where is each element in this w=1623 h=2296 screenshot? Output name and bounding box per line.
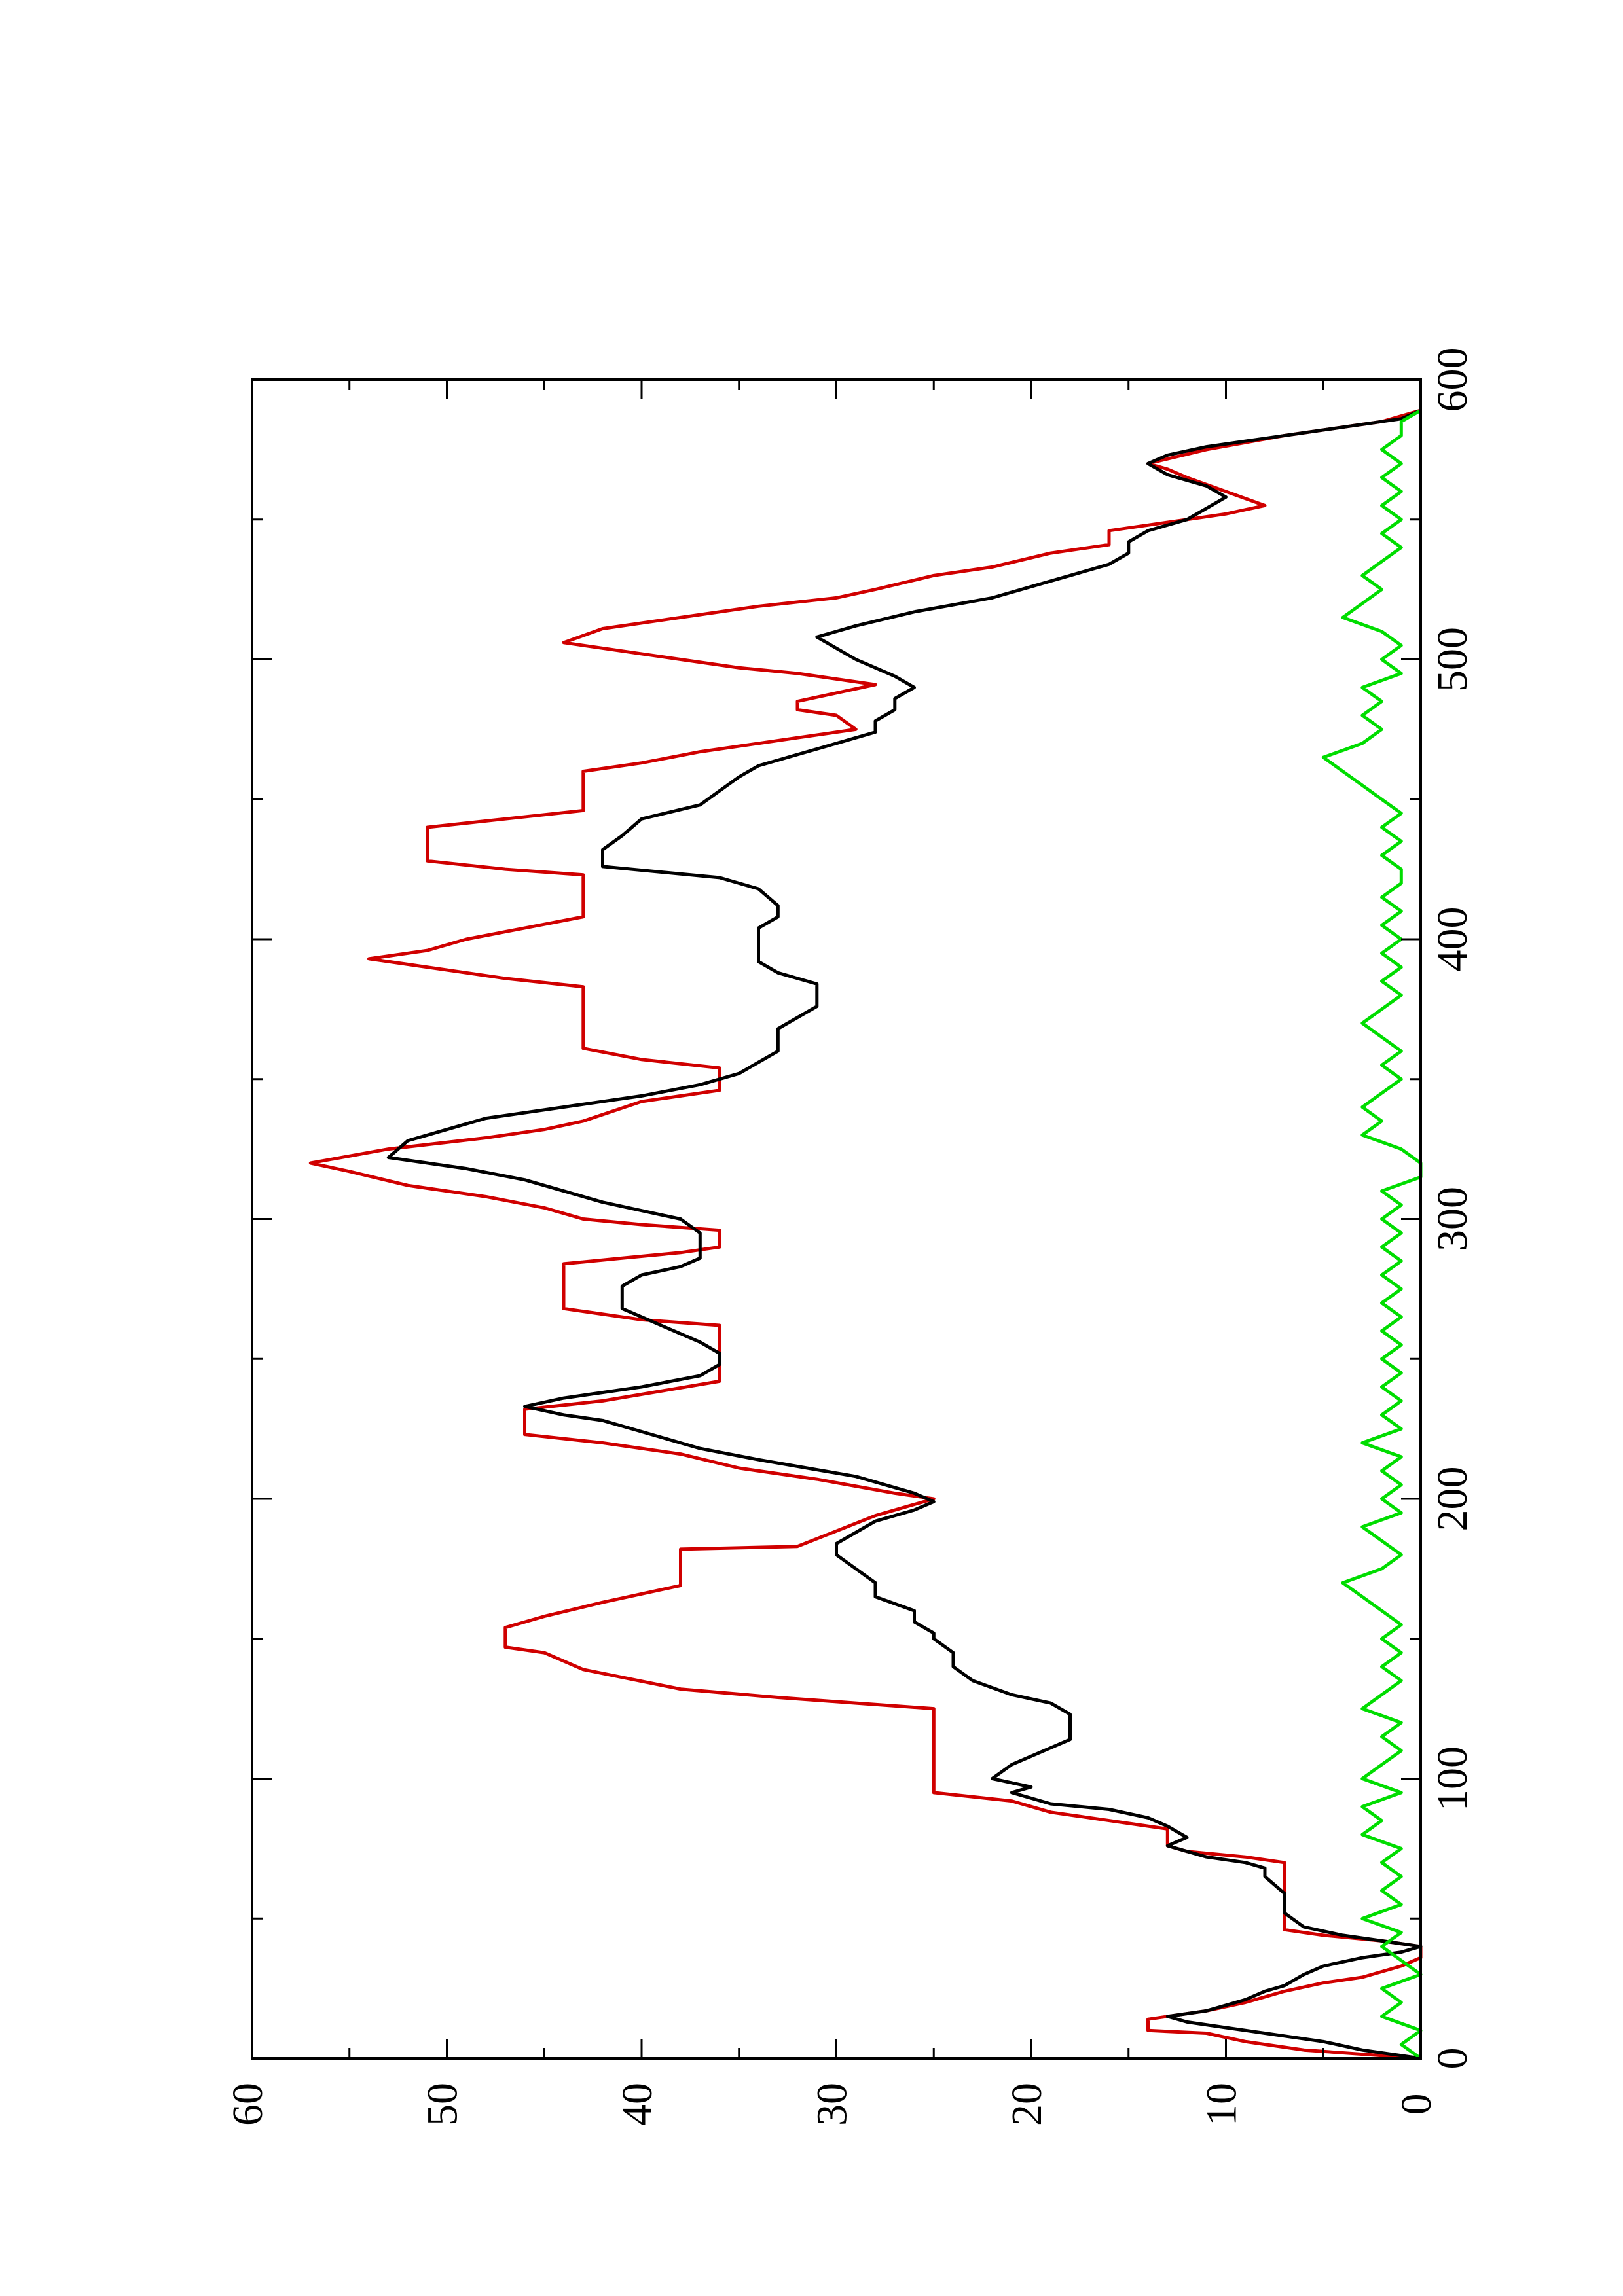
y-tick-label: 40: [613, 2083, 661, 2126]
series-red-line: [308, 408, 1423, 2060]
plot-frame: [251, 378, 1422, 2060]
x-tick-label: 100: [1429, 1746, 1476, 1811]
x-tick-label: 400: [1429, 907, 1476, 972]
ticks-layer: [251, 378, 1422, 2060]
x-tick-label: 200: [1429, 1467, 1476, 1532]
series-green-line: [1321, 408, 1423, 2060]
series-layer: [308, 408, 1423, 2060]
y-tick-label: 10: [1198, 2083, 1246, 2126]
y-tick-label: 20: [1003, 2083, 1051, 2126]
x-tick-label: 0: [1429, 2048, 1476, 2070]
x-tick-label: 300: [1429, 1187, 1476, 1251]
tick-labels-layer: 0 100 200 300 400 500 600 0 10 20 30 40 50 60: [224, 348, 1476, 2126]
y-tick-label: 50: [419, 2083, 467, 2126]
y-tick-label: 60: [224, 2083, 272, 2126]
x-tick-label: 500: [1429, 627, 1476, 692]
x-tick-label: 600: [1429, 348, 1476, 412]
series-black-line: [386, 408, 1423, 2060]
y-tick-label: 0: [1393, 2094, 1440, 2115]
y-tick-label: 30: [809, 2083, 856, 2126]
